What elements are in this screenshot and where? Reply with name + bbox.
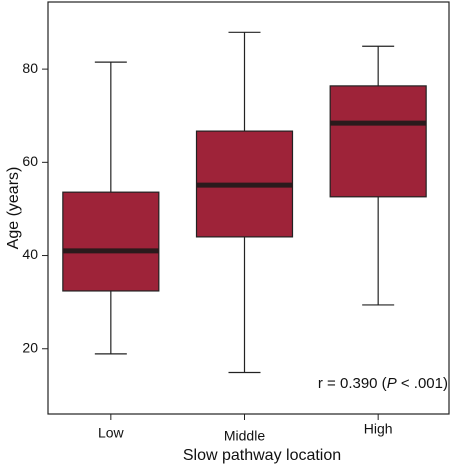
annotation-text: P xyxy=(387,375,397,392)
x-tick-label: Middle xyxy=(224,428,265,444)
y-tick-label: 80 xyxy=(22,60,38,76)
y-axis-label: Age (years) xyxy=(5,167,22,250)
y-tick-label: 20 xyxy=(22,339,38,355)
x-tick-label: Low xyxy=(98,425,125,441)
y-tick-label: 60 xyxy=(22,153,38,169)
box xyxy=(329,85,427,198)
annotation-text: r = 0.390 ( xyxy=(318,375,387,392)
y-tick-label: 40 xyxy=(22,246,38,262)
x-axis-label: Slow pathway location xyxy=(183,447,341,464)
annotation: r = 0.390 (P < .001) xyxy=(318,375,448,392)
plot-frame xyxy=(47,1,450,415)
box xyxy=(62,191,160,292)
annotation-text: < .001) xyxy=(397,375,448,392)
x-tick-label: High xyxy=(364,421,393,437)
